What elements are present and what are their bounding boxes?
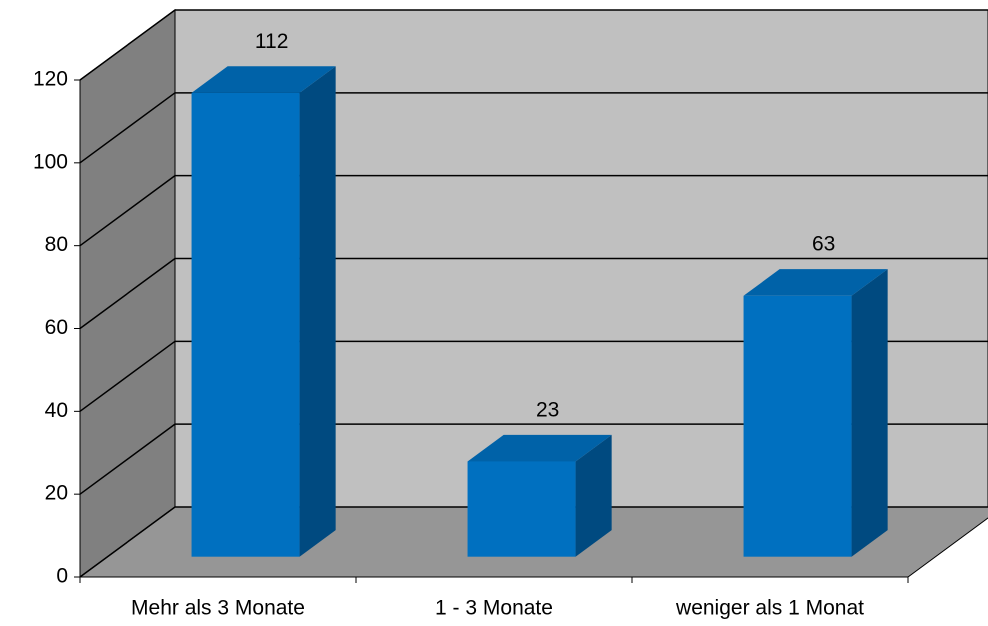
bar-top <box>191 66 336 93</box>
grid-line <box>79 257 988 330</box>
y-tick-label: 80 <box>45 233 68 256</box>
bar-side <box>851 269 888 557</box>
x-tick-label: 1 - 3 Monate <box>435 597 553 620</box>
value-label: 23 <box>536 398 559 421</box>
bar <box>191 92 300 557</box>
bar-top <box>467 434 612 462</box>
y-tick-label: 60 <box>45 316 68 339</box>
x-tick-label: weniger als 1 Monat <box>675 597 864 620</box>
grid-line <box>79 506 988 578</box>
value-label: 112 <box>255 30 288 53</box>
bar <box>743 295 852 557</box>
x-tick-label: Mehr als 3 Monate <box>131 597 305 620</box>
grid-line <box>79 9 988 81</box>
bar <box>467 461 576 557</box>
grid-line <box>79 174 988 247</box>
y-tick-label: 0 <box>56 565 68 588</box>
value-label: 63 <box>812 233 835 256</box>
bar-side <box>575 434 612 557</box>
bar-top <box>743 269 888 296</box>
grid-line <box>79 92 988 164</box>
grid-line <box>79 340 988 412</box>
bar-side <box>299 66 336 557</box>
y-tick-label: 20 <box>45 482 68 505</box>
grid-line <box>79 423 988 495</box>
y-tick-label: 40 <box>45 399 68 422</box>
y-tick-label: 120 <box>33 68 68 91</box>
y-tick-label: 100 <box>33 150 68 173</box>
